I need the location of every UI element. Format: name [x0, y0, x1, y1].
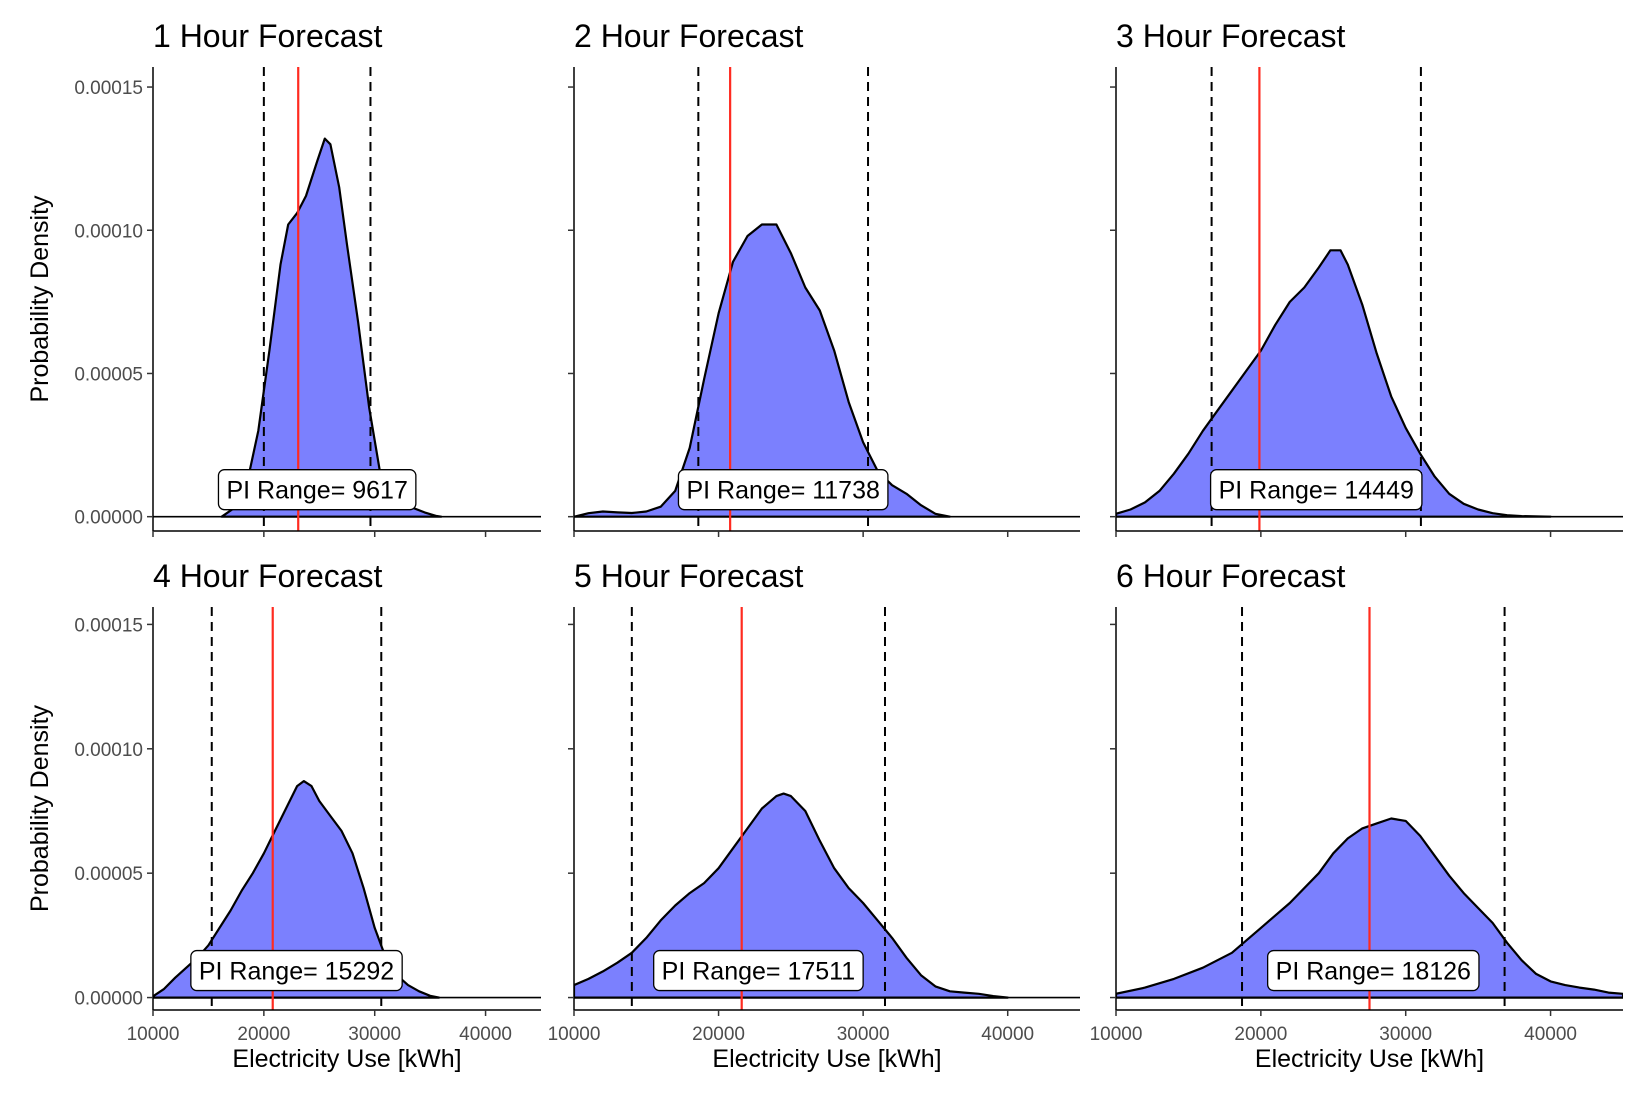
- plot-area: [153, 607, 541, 1010]
- pi-range-text: PI Range= 17511: [662, 958, 855, 986]
- x-tick-label: 30000: [1379, 1024, 1432, 1045]
- x-tick-label: 10000: [548, 1024, 601, 1045]
- facet-panel-3: 3 Hour Forecast PI Range= 14449: [1110, 18, 1623, 537]
- plot-area: [153, 67, 541, 531]
- plot-area: [1116, 67, 1623, 531]
- y-axis-title: Probability Density: [26, 704, 54, 912]
- pi-range-box: [1267, 949, 1480, 992]
- x-tick-label: 30000: [348, 1024, 401, 1045]
- facet-title: 5 Hour Forecast: [574, 558, 804, 594]
- pi-range-text: PI Range= 15292: [199, 958, 394, 986]
- pi-range-label: PI Range= 18126: [1267, 949, 1480, 992]
- pi-range-box: [217, 469, 417, 511]
- pi-range-label: PI Range= 11738: [677, 469, 889, 511]
- y-tick-label: 0.00010: [74, 740, 143, 761]
- density-curve: [574, 792, 1009, 999]
- x-tick-label: 10000: [1090, 1024, 1143, 1045]
- pi-range-text: PI Range= 9617: [226, 477, 407, 505]
- plot-area: [574, 607, 1080, 1010]
- pi-range-text: PI Range= 14449: [1219, 477, 1414, 505]
- facet-title: 4 Hour Forecast: [153, 558, 383, 594]
- y-tick-label: 0.00015: [74, 615, 143, 636]
- pi-range-box: [190, 949, 403, 992]
- x-axis-title: Electricity Use [kWh]: [232, 1045, 461, 1073]
- density-curve: [574, 223, 951, 518]
- y-tick-label: 0.00005: [74, 364, 143, 385]
- y-axis-title: Probability Density: [26, 195, 54, 403]
- pi-range-label: PI Range= 9617: [217, 469, 417, 511]
- x-tick-label: 10000: [127, 1024, 180, 1045]
- y-tick-label: 0.00000: [74, 508, 143, 529]
- facet-panel-1: 1 Hour Forecast 0.00000 0.00005 0.00010 0.00…: [26, 18, 541, 537]
- plot-area: [1116, 607, 1623, 1010]
- facet-title: 2 Hour Forecast: [574, 18, 804, 54]
- facet-title: 6 Hour Forecast: [1116, 558, 1346, 594]
- x-tick-label: 20000: [237, 1024, 290, 1045]
- x-tick-label: 40000: [1524, 1024, 1577, 1045]
- pi-range-box: [653, 949, 864, 992]
- pi-range-box: [677, 469, 889, 511]
- facet-panel-5: 5 Hour Forecast 10000 20000 30000 40000 PI Ra…: [548, 558, 1080, 1073]
- facet-title: 3 Hour Forecast: [1116, 18, 1346, 54]
- facet-panel-2: 2 Hour Forecast PI Range= 11738: [568, 18, 1080, 537]
- pi-range-box: [1209, 469, 1423, 511]
- pi-range-label: PI Range= 17511: [653, 949, 864, 992]
- x-axis-title: Electricity Use [kWh]: [1255, 1045, 1484, 1073]
- facet-panel-4: 4 Hour Forecast 0.00000 0.00005 0.00010 0.00…: [26, 558, 541, 1073]
- pi-range-label: PI Range= 15292: [190, 949, 403, 992]
- y-tick-label: 0.00005: [74, 864, 143, 885]
- x-tick-label: 20000: [692, 1024, 745, 1045]
- density-curve: [220, 137, 443, 518]
- x-tick-label: 40000: [981, 1024, 1034, 1045]
- pi-range-label: PI Range= 14449: [1209, 469, 1423, 511]
- y-tick-label: 0.00000: [74, 989, 143, 1010]
- y-tick-label: 0.00015: [74, 78, 143, 99]
- pi-range-text: PI Range= 11738: [686, 477, 879, 505]
- density-curve: [1116, 249, 1552, 518]
- plot-area: [574, 67, 1080, 531]
- x-axis-title: Electricity Use [kWh]: [712, 1045, 941, 1073]
- x-tick-label: 30000: [837, 1024, 890, 1045]
- x-tick-label: 20000: [1234, 1024, 1287, 1045]
- y-tick-label: 0.00010: [74, 221, 143, 242]
- x-tick-label: 40000: [459, 1024, 512, 1045]
- facet-title: 1 Hour Forecast: [153, 18, 383, 54]
- facet-panel-6: 6 Hour Forecast 10000 20000 30000 40000 PI Ra…: [1090, 558, 1623, 1073]
- pi-range-text: PI Range= 18126: [1276, 958, 1471, 986]
